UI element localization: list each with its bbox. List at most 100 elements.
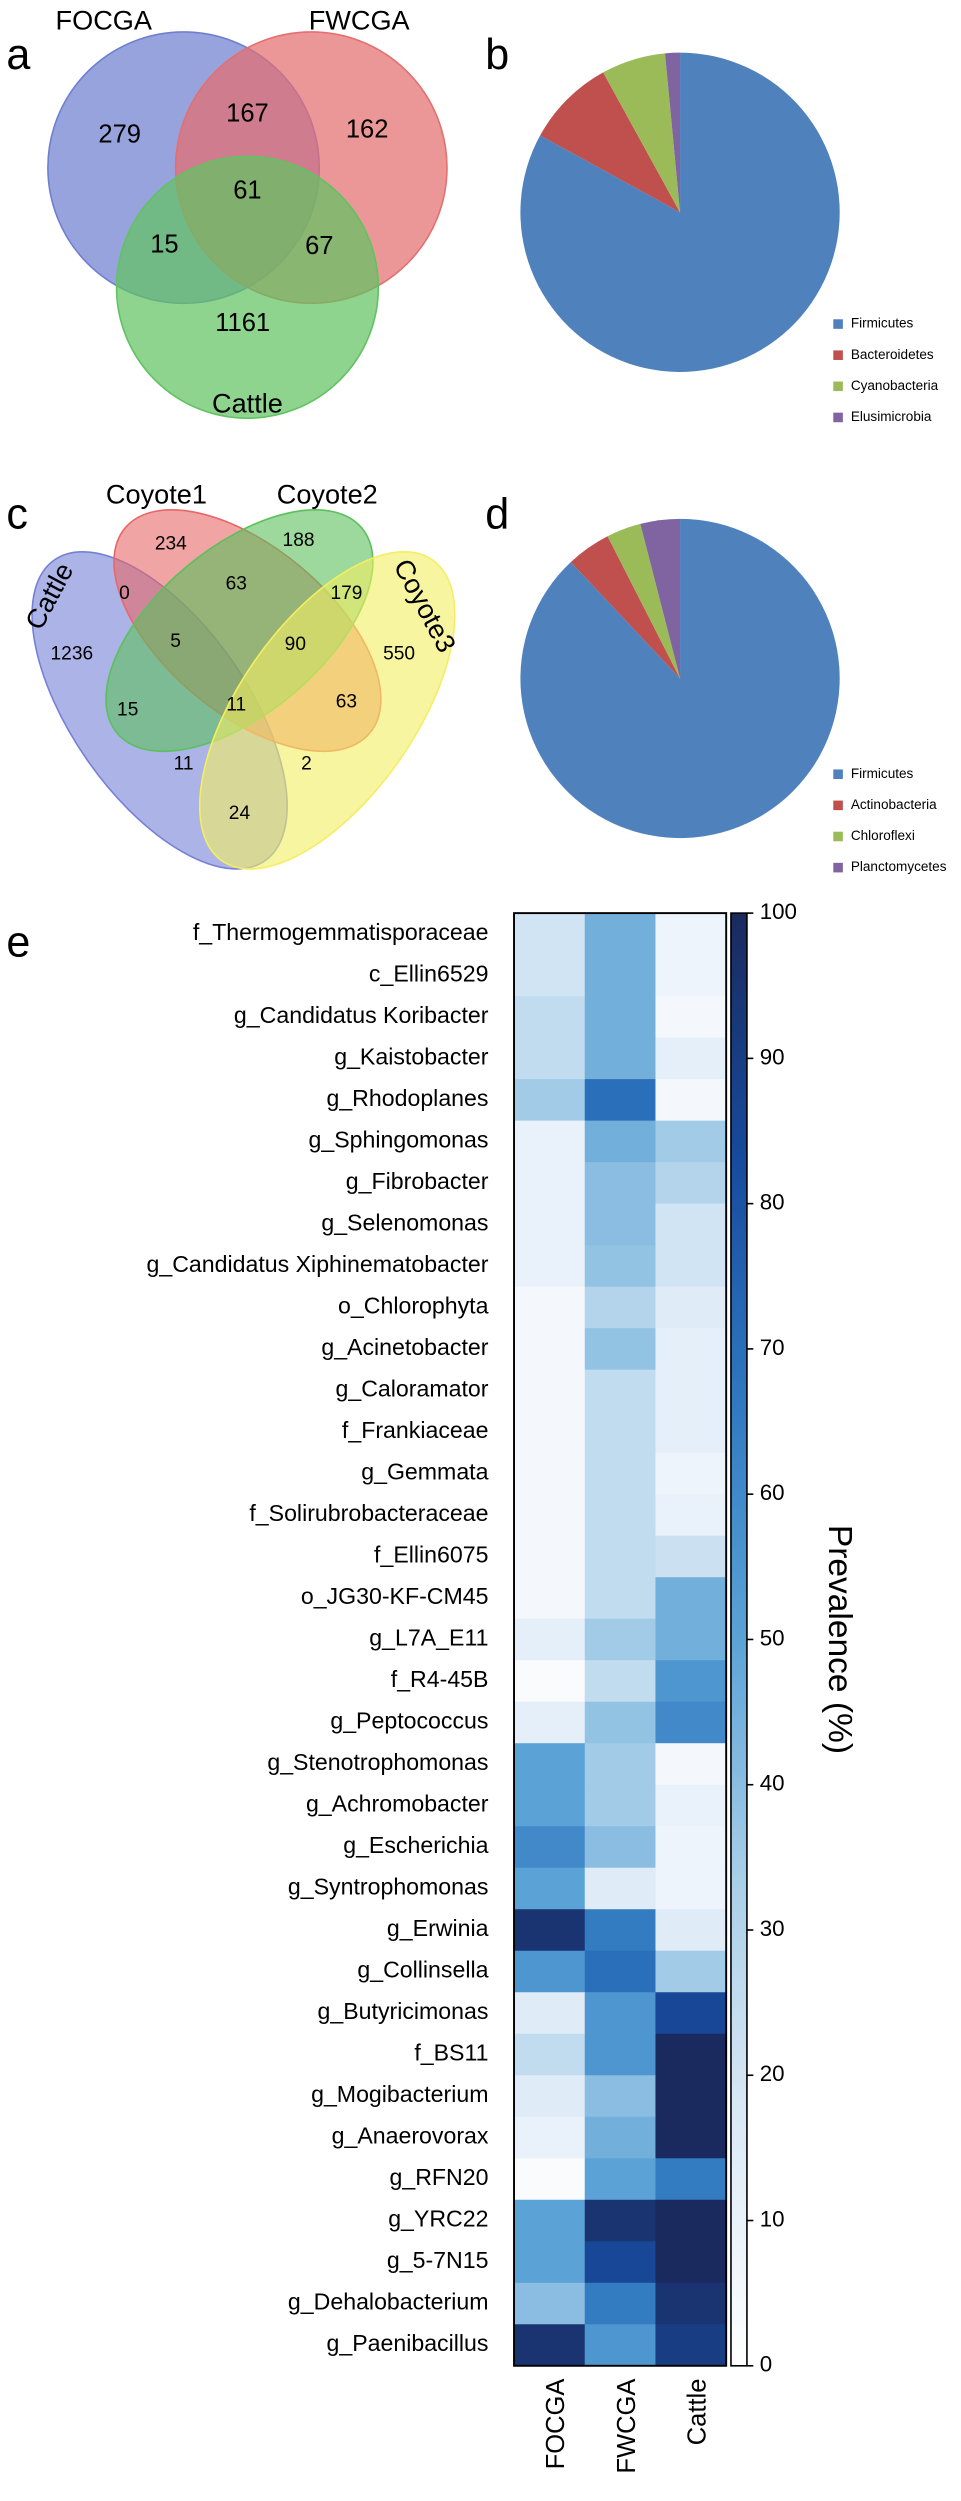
- heatmap-cell: [655, 1618, 727, 1661]
- heatmap-cell: [514, 1079, 586, 1122]
- venn-set-label: FWCGA: [309, 5, 411, 36]
- panel-letter: d: [485, 491, 509, 539]
- heatmap-cell: [584, 996, 656, 1039]
- venn-region-count: 11: [226, 695, 246, 716]
- heatmap-cell: [584, 1867, 656, 1910]
- colorbar-tick-label: 90: [760, 1044, 785, 1069]
- venn-set-label: Coyote1: [106, 479, 207, 510]
- heatmap-cell: [584, 954, 656, 997]
- heatmap-cell: [584, 2033, 656, 2076]
- colorbar-tick-label: 80: [760, 1190, 785, 1215]
- row-label: g_Butyricimonas: [318, 1998, 489, 2024]
- pie-slice: [520, 52, 840, 372]
- legend-swatch: [833, 319, 843, 329]
- heatmap-cell: [584, 2241, 656, 2284]
- legend-swatch: [833, 862, 843, 873]
- colorbar-tick-label: 10: [760, 2206, 785, 2231]
- pie-slice: [540, 72, 681, 213]
- heatmap-cell: [655, 1411, 727, 1454]
- row-label: f_Solirubrobacteraceae: [249, 1500, 488, 1526]
- heatmap-cell: [514, 1162, 586, 1205]
- colorbar-title: Prevalence (%): [821, 1525, 858, 1754]
- venn-set: [115, 155, 380, 420]
- row-label: g_Gemmata: [361, 1459, 488, 1485]
- row-label: g_Selenomonas: [321, 1210, 488, 1236]
- row-label: f_Thermogemmatisporaceae: [193, 919, 489, 945]
- legend-swatch: [833, 350, 843, 360]
- panel-letter: b: [485, 31, 509, 79]
- legend-swatch: [833, 381, 843, 392]
- heatmap-cell: [584, 1079, 656, 1122]
- heatmap-cell: [655, 2116, 727, 2159]
- row-label: g_YRC22: [388, 2206, 488, 2232]
- row-label: o_JG30-KF-CM45: [301, 1583, 489, 1609]
- row-label: g_Paenibacillus: [326, 2330, 488, 2356]
- heatmap-cell: [514, 2241, 586, 2284]
- heatmap-cell: [584, 1120, 656, 1163]
- heatmap-cell: [514, 1784, 586, 1827]
- heatmap-cell: [584, 2158, 656, 2201]
- colorbar-tick-label: 60: [760, 1480, 785, 1505]
- colorbar-tick-label: 20: [760, 2061, 785, 2086]
- heatmap-cell: [514, 1743, 586, 1786]
- venn-region-count: 167: [226, 100, 269, 128]
- heatmap-cell: [655, 1120, 727, 1163]
- heatmap-cell: [584, 1162, 656, 1205]
- venn-set-label: Coyote2: [277, 479, 378, 510]
- heatmap-cell: [655, 1660, 727, 1703]
- venn-region-count: 162: [346, 116, 389, 144]
- pie-slice: [603, 53, 681, 213]
- heatmap-cell: [584, 1535, 656, 1578]
- heatmap-cell: [655, 1826, 727, 1869]
- heatmap-cell: [655, 1328, 727, 1371]
- venn-region-count: 63: [336, 691, 357, 712]
- heatmap-cell: [514, 2199, 586, 2242]
- heatmap-cell: [655, 996, 727, 1039]
- heatmap-cell: [655, 1992, 727, 2035]
- heatmap-border: [513, 912, 728, 2367]
- row-label: f_Ellin6075: [374, 1542, 488, 1568]
- heatmap-cell: [655, 1784, 727, 1827]
- column-label: FOCGA: [542, 2379, 570, 2470]
- heatmap-cell: [655, 1286, 727, 1329]
- row-label: g_Collinsella: [357, 1957, 488, 1983]
- venn-region-count: 67: [305, 232, 333, 260]
- heatmap-cell: [655, 1535, 727, 1578]
- pie-slice: [607, 523, 681, 679]
- row-label: g_Candidatus Koribacter: [234, 1002, 489, 1028]
- heatmap-cell: [584, 2199, 656, 2242]
- colorbar-tick-label: 40: [760, 1771, 785, 1796]
- row-label: g_Mogibacterium: [311, 2081, 488, 2107]
- heatmap-cell: [584, 1577, 656, 1620]
- heatmap-cell: [584, 2116, 656, 2159]
- row-label: g_Peptococcus: [330, 1708, 488, 1734]
- legend-label: Firmicutes: [851, 766, 914, 781]
- heatmap-cell: [514, 1120, 586, 1163]
- venn-set-label: FOCGA: [56, 5, 153, 36]
- colorbar-tick-label: 30: [760, 1916, 785, 1941]
- heatmap-cell: [655, 1162, 727, 1205]
- heatmap-cell: [584, 2282, 656, 2325]
- venn-region-count: 24: [229, 803, 251, 824]
- row-label: g_Stenotrophomonas: [267, 1749, 488, 1775]
- row-label: g_Syntrophomonas: [288, 1874, 489, 1900]
- row-label: f_BS11: [414, 2040, 488, 2066]
- heatmap-cell: [514, 1660, 586, 1703]
- heatmap-cell: [514, 1037, 586, 1080]
- heatmap-cell: [655, 1369, 727, 1412]
- row-label: o_Chlorophyta: [338, 1293, 489, 1319]
- heatmap-cell: [584, 1494, 656, 1537]
- heatmap-cell: [584, 1369, 656, 1412]
- row-label: g_Anaerovorax: [332, 2123, 489, 2149]
- heatmap-cell: [655, 954, 727, 997]
- row-label: f_Frankiaceae: [342, 1417, 489, 1443]
- heatmap-cell: [584, 1743, 656, 1786]
- heatmap-cell: [514, 1992, 586, 2035]
- venn-region-count: 550: [383, 644, 415, 665]
- heatmap-cell: [584, 1701, 656, 1744]
- colorbar-tick-label: 100: [760, 899, 797, 924]
- heatmap-cell: [584, 1909, 656, 1952]
- colorbar-tick-label: 0: [760, 2352, 772, 2377]
- heatmap-cell: [514, 2282, 586, 2325]
